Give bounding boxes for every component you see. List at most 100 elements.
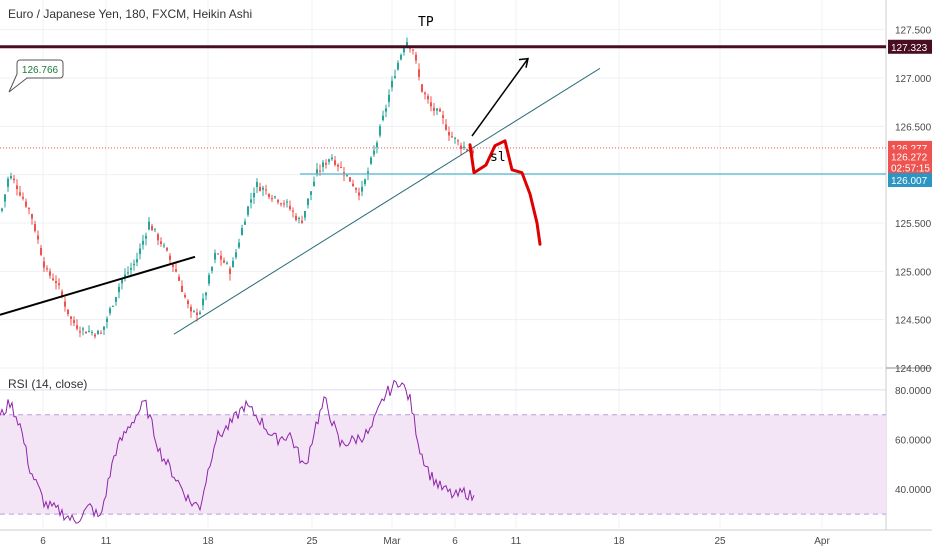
candle-body xyxy=(307,198,309,206)
price-badge-bg xyxy=(888,160,932,175)
rsi-band xyxy=(0,414,886,515)
candle-body xyxy=(178,276,180,281)
candle-body xyxy=(250,199,252,203)
candle-body xyxy=(28,208,30,210)
candle-body xyxy=(241,228,243,236)
price-badge: 02:57:15 xyxy=(888,160,932,175)
candle-body xyxy=(235,252,237,258)
candle-body xyxy=(115,297,117,302)
candle-body xyxy=(94,334,96,337)
rsi-title: RSI (14, close) xyxy=(8,377,87,391)
candle-body xyxy=(382,115,384,121)
candle-body xyxy=(472,151,474,153)
target-arrow-line[interactable] xyxy=(471,58,529,137)
candle-body xyxy=(310,191,312,195)
price-badge-bg xyxy=(888,39,932,54)
price-tick-label: 125.500 xyxy=(895,219,932,230)
candle-body xyxy=(313,181,315,187)
sl-label[interactable]: sl xyxy=(490,150,506,165)
candle-body xyxy=(379,126,381,136)
candle-body xyxy=(55,281,57,283)
chart-title: Euro / Japanese Yen, 180, FXCM, Heikin A… xyxy=(8,7,252,21)
candle-body xyxy=(442,115,444,119)
candle-body xyxy=(433,107,435,111)
candle-body xyxy=(148,221,150,230)
candle-body xyxy=(7,178,9,187)
candle-body xyxy=(118,286,120,293)
candle-body xyxy=(283,203,285,205)
candle-body xyxy=(160,241,162,245)
candle-body xyxy=(193,310,195,312)
candle-body xyxy=(91,332,93,334)
candle-body xyxy=(400,55,402,60)
candle-body xyxy=(244,221,246,225)
candle-body xyxy=(223,260,225,263)
candle-body xyxy=(22,196,24,199)
candle-body xyxy=(430,102,432,107)
candle-body xyxy=(319,170,321,172)
rsi-tick-label: 80.0000 xyxy=(895,386,932,397)
candle-body xyxy=(316,169,318,175)
candle-body xyxy=(157,234,159,241)
candle-body xyxy=(253,193,255,198)
rsi-line xyxy=(0,379,475,524)
candle-body xyxy=(217,253,219,255)
candle-body xyxy=(373,150,375,155)
candle-body xyxy=(49,271,51,276)
candle-body xyxy=(466,149,468,151)
candle-body xyxy=(43,261,45,268)
candle-body xyxy=(325,162,327,165)
candle-body xyxy=(364,179,366,185)
candle-body xyxy=(40,247,42,256)
candle-body xyxy=(106,318,108,323)
callout-note[interactable]: 126.766 xyxy=(8,59,64,93)
candle-body xyxy=(121,279,123,284)
candle-body xyxy=(268,193,270,197)
candle-body xyxy=(352,183,354,187)
target-arrow-head[interactable] xyxy=(518,57,529,68)
candle-body xyxy=(322,162,324,168)
candle-body xyxy=(445,124,447,130)
price-badge-label: 127.323 xyxy=(891,43,928,54)
candle-body xyxy=(214,253,216,260)
black-trendline[interactable] xyxy=(0,255,196,316)
candle-body xyxy=(145,235,147,239)
candle-body xyxy=(232,260,234,268)
time-tick-label: 6 xyxy=(40,536,46,547)
candle-body xyxy=(172,264,174,268)
candle-body xyxy=(34,224,36,232)
candle-body xyxy=(427,96,429,100)
price-badge-label: 02:57:15 xyxy=(891,163,930,174)
candle-body xyxy=(361,186,363,192)
candle-body xyxy=(271,198,273,200)
candle-body xyxy=(208,275,210,284)
candle-body xyxy=(25,201,27,207)
candle-body xyxy=(4,194,6,202)
candle-body xyxy=(349,177,351,182)
projected-path[interactable] xyxy=(468,139,542,246)
candle-body xyxy=(388,94,390,103)
time-tick-label: Mar xyxy=(383,536,401,547)
candle-body xyxy=(10,176,12,179)
candle-body xyxy=(367,171,369,175)
candle-body xyxy=(205,292,207,296)
candle-body xyxy=(451,136,453,138)
time-tick-label: 18 xyxy=(202,536,214,547)
candle-body xyxy=(151,225,153,231)
candle-body xyxy=(184,294,186,298)
candle-body xyxy=(139,248,141,255)
candle-body xyxy=(346,174,348,176)
candle-body xyxy=(337,164,339,167)
candle-body xyxy=(298,217,300,219)
support-trendline[interactable] xyxy=(173,67,601,335)
candle-body xyxy=(130,268,132,270)
tp-label[interactable]: TP xyxy=(418,15,434,30)
candle-body xyxy=(61,291,63,296)
candle-body xyxy=(127,272,129,274)
price-badge-label: 126.007 xyxy=(891,176,928,187)
candle-body xyxy=(190,306,192,312)
candle-body xyxy=(226,262,228,264)
rsi-tick-label: 60.0000 xyxy=(895,436,932,447)
